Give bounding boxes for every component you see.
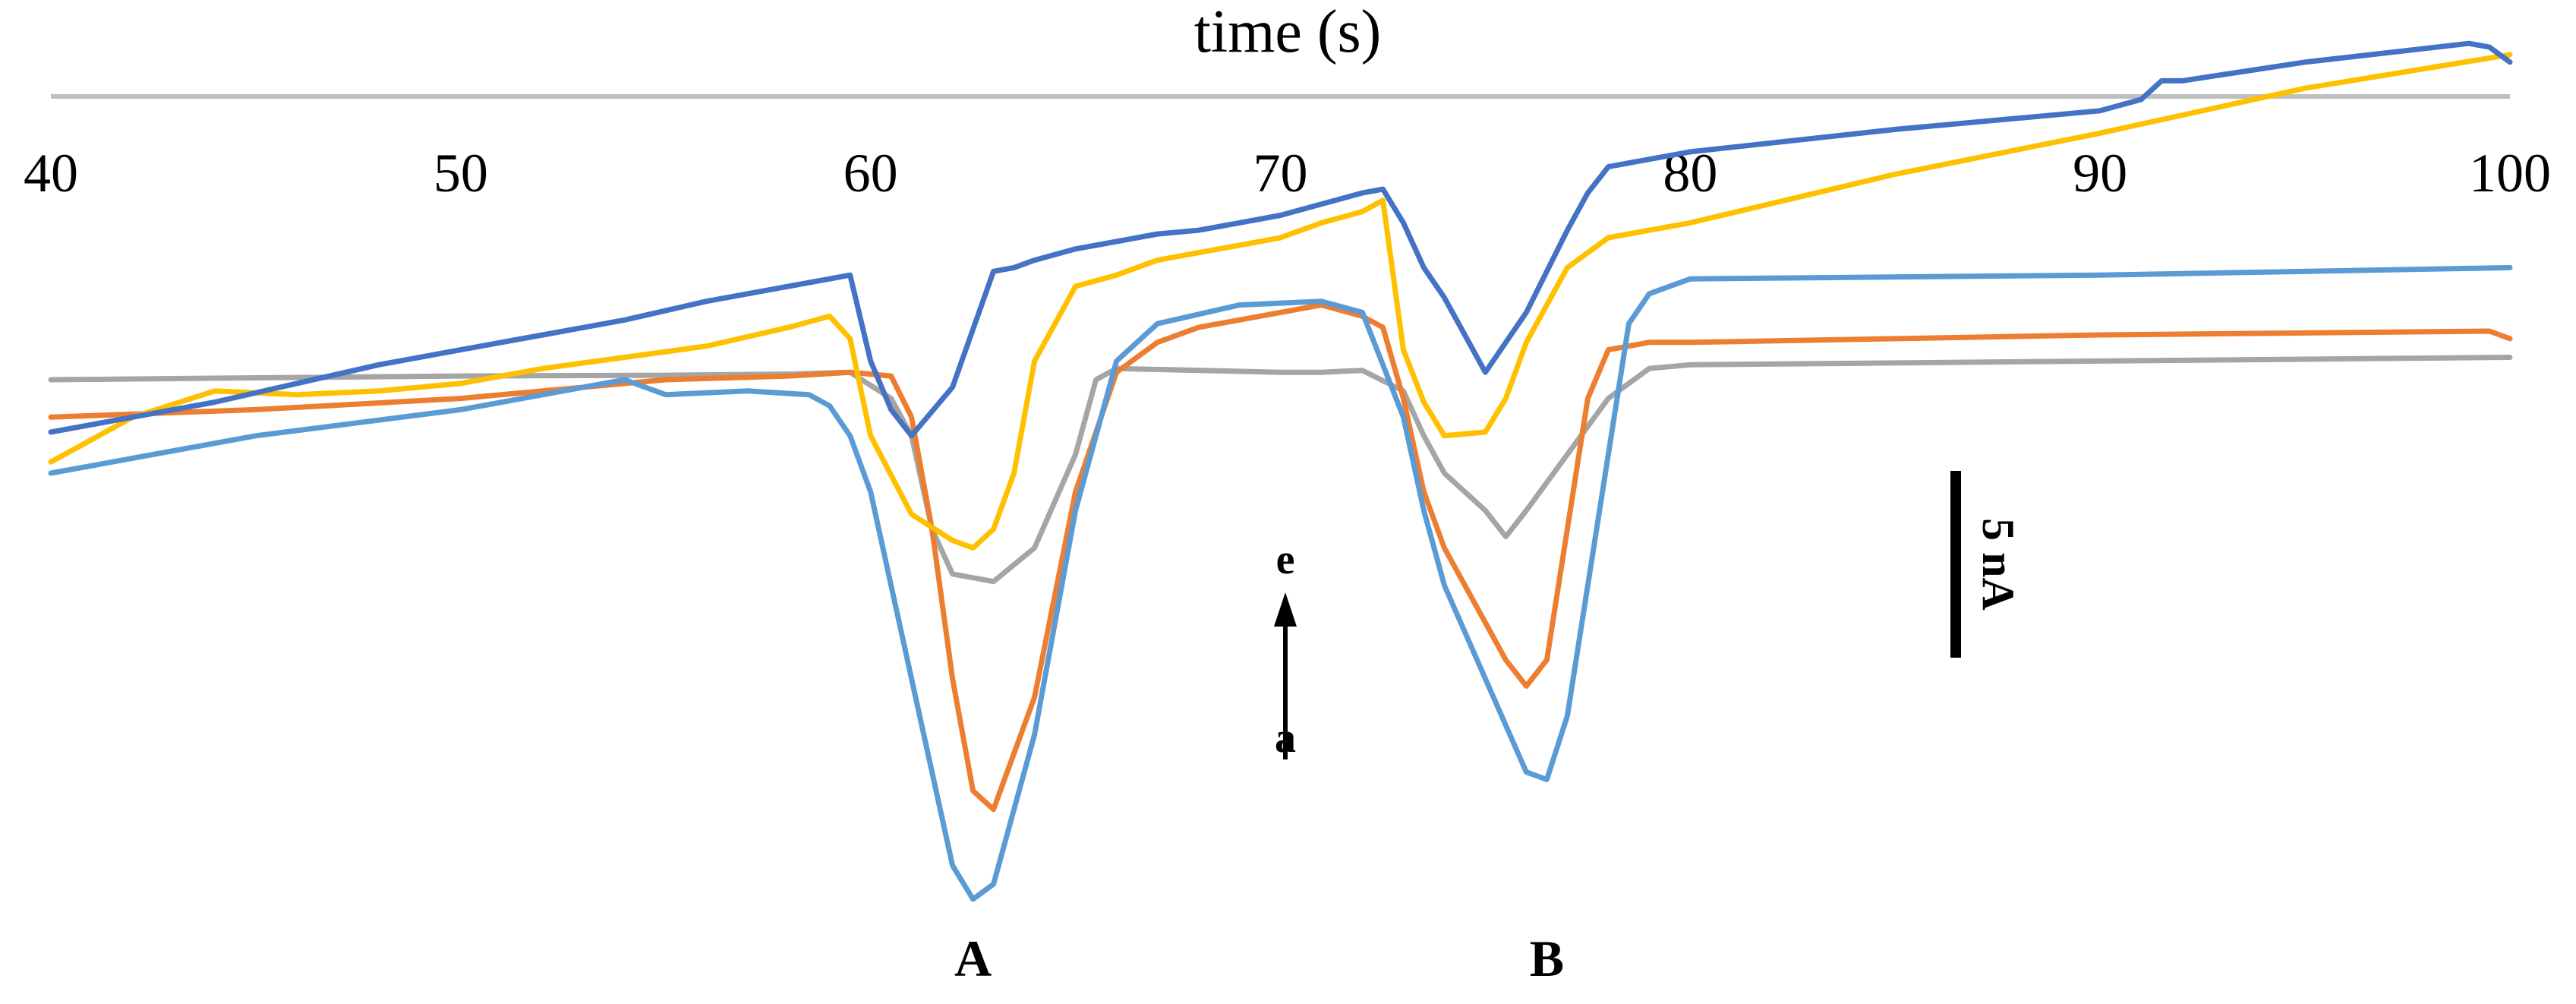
series-line-light-blue: [48, 264, 2513, 902]
order-indicator: e a: [1274, 536, 1297, 762]
scale-bar-label: 5 nA: [1973, 518, 2023, 611]
x-tick-labels: 40 50 60 70 80 90 100: [24, 143, 2551, 204]
peak-label-B: B: [1530, 930, 1564, 987]
arrow-up-icon: [1274, 592, 1297, 627]
x-tick-label: 50: [434, 143, 488, 204]
x-tick-label: 60: [843, 143, 898, 204]
order-label-top: e: [1276, 536, 1295, 583]
series-line-yellow: [48, 52, 2513, 551]
x-axis-title: time (s): [1194, 0, 1382, 65]
order-label-bottom: a: [1275, 715, 1296, 762]
scale-bar: 5 nA: [1950, 471, 2023, 658]
series-line-orange: [48, 302, 2513, 813]
peak-label-A: A: [954, 930, 992, 987]
series-line-blue: [48, 40, 2513, 439]
x-tick-label: 90: [2073, 143, 2127, 204]
series-lines: [48, 40, 2513, 902]
x-tick-label: 70: [1253, 143, 1308, 204]
x-tick-label: 100: [2469, 143, 2551, 204]
x-tick-label: 40: [24, 143, 78, 204]
